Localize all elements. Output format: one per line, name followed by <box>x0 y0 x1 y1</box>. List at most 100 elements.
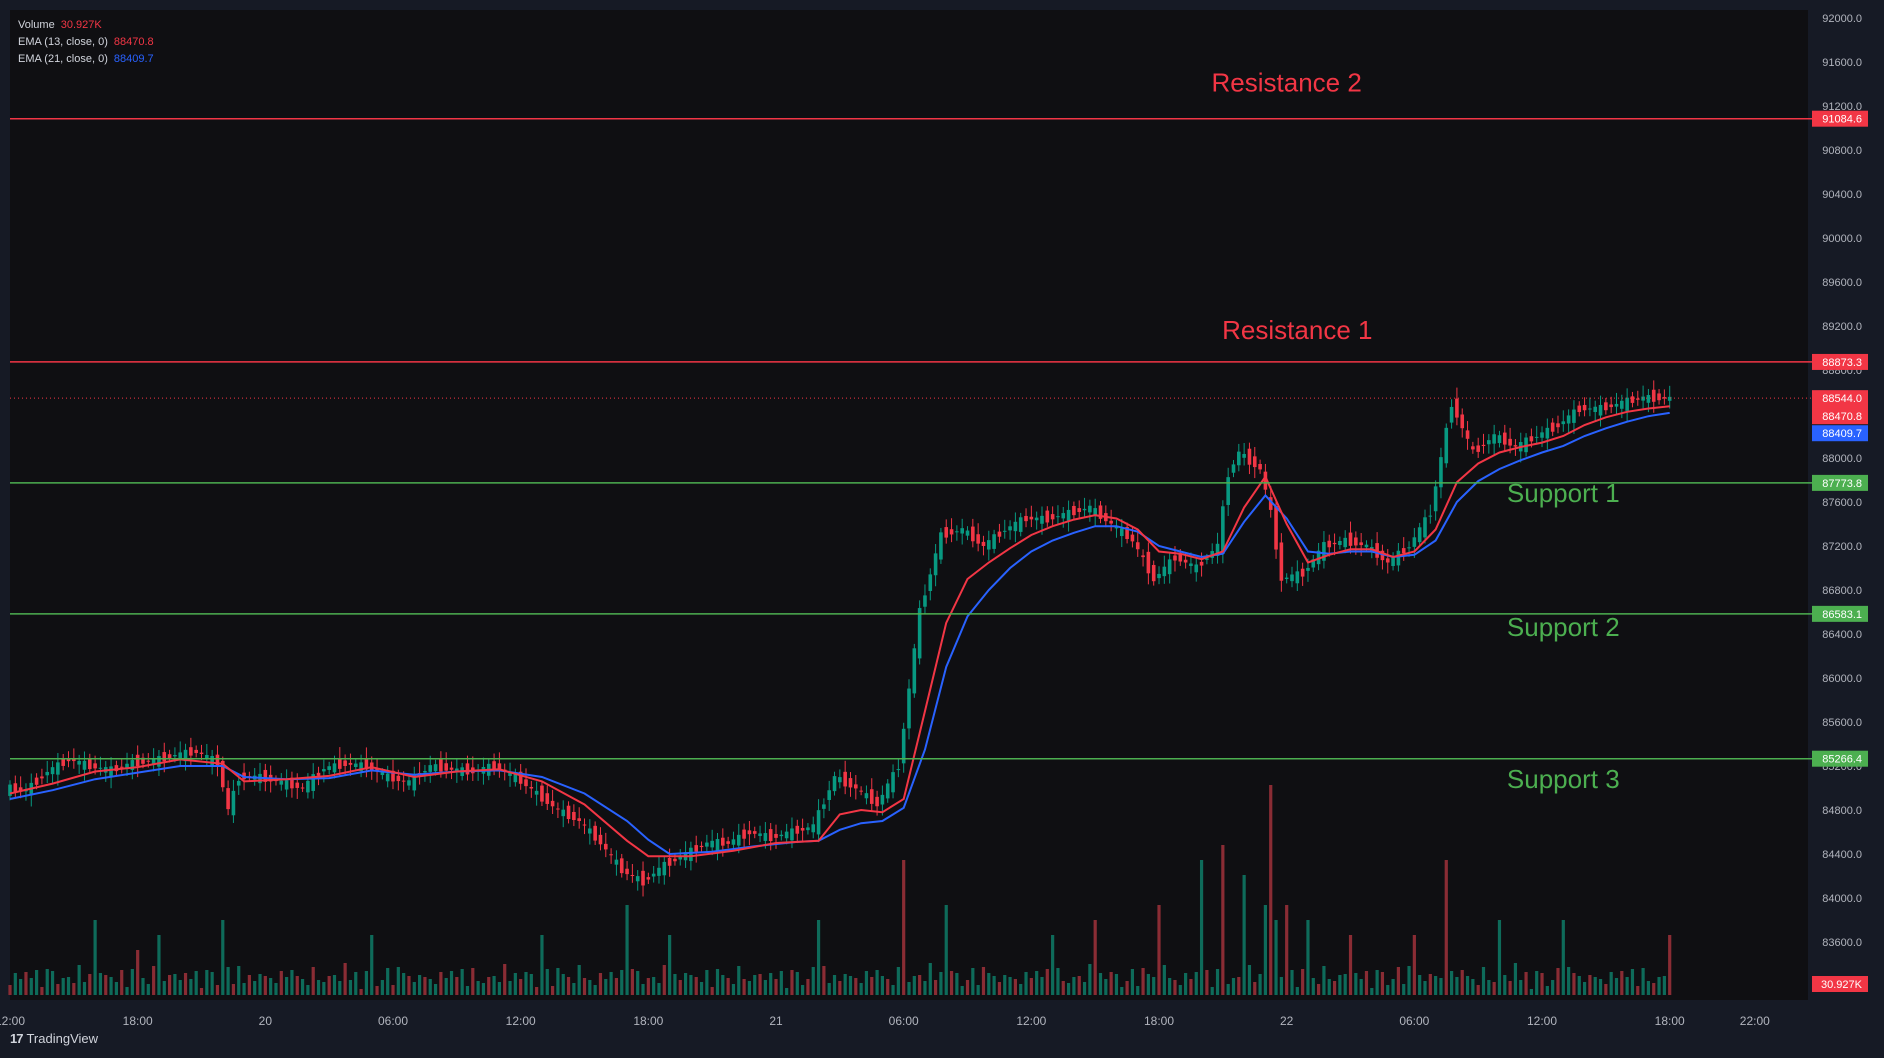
candle-body <box>1242 453 1246 458</box>
volume-bar <box>1370 988 1374 995</box>
candle-body <box>1268 497 1273 510</box>
candle-body <box>279 780 284 785</box>
candle-body <box>380 772 385 776</box>
volume-bar <box>827 983 831 995</box>
volume-bar <box>1471 979 1475 995</box>
candle-body <box>1157 573 1161 579</box>
candle-body <box>1662 397 1667 399</box>
candle-body <box>880 794 885 805</box>
candle-body <box>1444 427 1449 464</box>
candle-body <box>1093 508 1097 515</box>
candle-body <box>290 777 294 789</box>
candle-body <box>705 842 709 847</box>
volume-bar <box>630 969 634 995</box>
volume-bar <box>1322 966 1326 995</box>
candle-body <box>215 754 220 766</box>
volume-bar <box>136 950 140 995</box>
y-tick-label: 91200.0 <box>1822 101 1862 113</box>
candle-body <box>1311 559 1316 568</box>
volume-bar <box>513 973 517 995</box>
volume-bar <box>1237 977 1241 995</box>
volume-bar <box>1588 975 1592 995</box>
volume-bar <box>359 989 363 995</box>
volume-bar <box>290 970 294 995</box>
volume-bar <box>380 980 384 995</box>
candle-body <box>119 766 124 768</box>
volume-bar <box>439 972 443 995</box>
ema13-price-label: 88470.8 <box>1822 411 1862 423</box>
volume-bar <box>811 967 815 995</box>
candle-body <box>167 754 172 759</box>
candle-body <box>1598 404 1603 416</box>
candle-body <box>513 773 518 783</box>
candle-body <box>566 805 571 820</box>
candle-body <box>1274 505 1278 550</box>
volume-tag-label: 30.927K <box>1821 979 1863 991</box>
volume-bar <box>66 977 71 995</box>
volume-bar <box>1184 973 1188 995</box>
volume-bar <box>1572 973 1576 995</box>
volume-bar <box>774 979 778 995</box>
volume-bar <box>976 985 980 995</box>
candle-body <box>843 771 847 787</box>
volume-bar <box>816 920 821 995</box>
tradingview-brand[interactable]: 17 TradingView <box>10 1031 98 1046</box>
volume-bar <box>253 981 257 995</box>
candle-body <box>210 755 214 766</box>
candle-body <box>896 769 901 771</box>
ema21-price-tag <box>1812 425 1868 442</box>
level-price-label: 87773.8 <box>1822 478 1862 490</box>
candle-body <box>1338 540 1342 546</box>
candle-body <box>1487 440 1491 445</box>
volume-bar <box>1636 986 1640 995</box>
volume-bar <box>481 983 486 995</box>
candle-body <box>981 541 986 546</box>
volume-bar <box>923 981 927 995</box>
volume-bar <box>1146 974 1150 995</box>
volume-bar <box>173 974 177 995</box>
volume-bar <box>1508 981 1512 995</box>
candle-body <box>529 787 534 789</box>
candle-body <box>986 540 991 550</box>
annotation-label: Support 1 <box>1507 478 1620 508</box>
volume-bar <box>487 977 491 995</box>
volume-bar <box>1290 970 1294 995</box>
volume-bar <box>1652 983 1656 995</box>
volume-bar <box>785 988 789 995</box>
candle-body <box>353 763 358 767</box>
candle-body <box>56 762 60 775</box>
candle-body <box>385 773 390 782</box>
volume-bar <box>327 976 331 995</box>
volume-bar <box>322 982 326 995</box>
volume-bar <box>636 971 640 995</box>
volume-bar <box>210 972 214 995</box>
candle-body <box>194 749 198 754</box>
volume-bar <box>1066 983 1071 995</box>
volume-bar <box>822 966 826 995</box>
candle-body <box>1295 571 1300 584</box>
candle-body <box>742 829 746 839</box>
candle-body <box>1508 438 1512 446</box>
volume-bar <box>1098 973 1103 995</box>
candle-body <box>93 763 97 769</box>
plot-area <box>10 10 1808 1000</box>
candle-body <box>540 785 544 802</box>
x-tick-label: 12:00 <box>1016 1014 1046 1028</box>
volume-bar <box>1434 976 1438 995</box>
volume-bar <box>1269 785 1273 995</box>
volume-bar <box>540 935 544 995</box>
candle-body <box>556 808 560 810</box>
volume-bar <box>960 986 964 995</box>
candle-body <box>1252 456 1257 468</box>
candle-body <box>1614 403 1619 407</box>
candle-body <box>1231 464 1236 473</box>
volume-bar <box>561 974 565 995</box>
volume-bar <box>497 982 501 995</box>
volume-bar <box>1295 987 1299 995</box>
volume-bar <box>183 973 188 995</box>
volume-bar <box>1082 982 1087 995</box>
candle-body <box>40 776 44 779</box>
volume-bar <box>646 978 650 995</box>
